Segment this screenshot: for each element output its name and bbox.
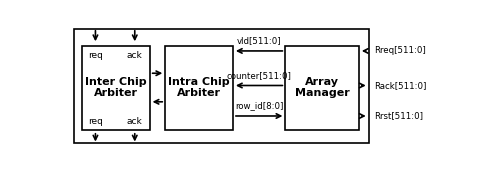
FancyBboxPatch shape <box>286 46 359 130</box>
Text: Intra Chip
Arbiter: Intra Chip Arbiter <box>168 77 230 98</box>
Text: req: req <box>88 51 103 60</box>
Text: Rack[511:0]: Rack[511:0] <box>374 81 427 90</box>
Text: ack: ack <box>127 51 142 60</box>
Text: Inter Chip
Arbiter: Inter Chip Arbiter <box>85 77 146 98</box>
Text: Rrst[511:0]: Rrst[511:0] <box>374 111 424 121</box>
Text: req: req <box>88 117 103 126</box>
Text: row_id[8:0]: row_id[8:0] <box>235 102 284 111</box>
FancyBboxPatch shape <box>82 46 150 130</box>
Text: ack: ack <box>127 117 142 126</box>
Text: vld[511:0]: vld[511:0] <box>237 36 282 46</box>
Text: Array
Manager: Array Manager <box>295 77 350 98</box>
Text: Rreq[511:0]: Rreq[511:0] <box>374 46 426 55</box>
Text: counter[511:0]: counter[511:0] <box>226 71 292 80</box>
FancyBboxPatch shape <box>74 29 368 143</box>
FancyBboxPatch shape <box>165 46 233 130</box>
